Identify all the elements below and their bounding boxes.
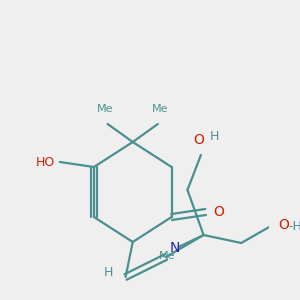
- Text: O: O: [278, 218, 289, 232]
- Text: N: N: [169, 241, 180, 255]
- Text: O: O: [194, 133, 205, 147]
- Text: Me: Me: [97, 104, 113, 114]
- Text: Me: Me: [158, 251, 175, 261]
- Text: H: H: [103, 266, 113, 280]
- Text: H: H: [210, 130, 219, 143]
- Text: HO: HO: [36, 155, 55, 169]
- Text: Me: Me: [152, 104, 169, 114]
- Text: -H: -H: [289, 220, 300, 233]
- Text: O: O: [213, 205, 224, 219]
